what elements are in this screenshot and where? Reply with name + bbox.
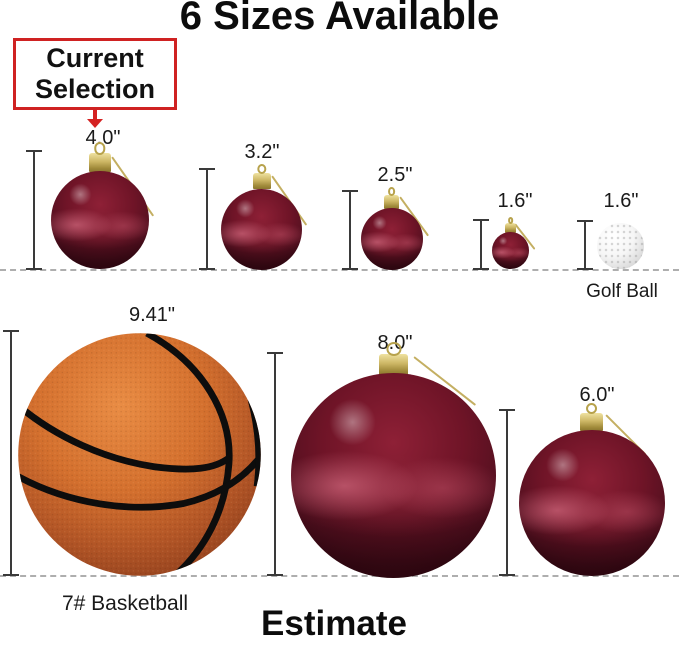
ornament-4in [51, 151, 155, 269]
baseline-dashed-top [0, 269, 679, 271]
current-selection-line1: Current [46, 43, 144, 73]
ornament-sphere [519, 430, 665, 576]
size-label-2.5in: 2.5" [377, 164, 413, 186]
ornament-1.6in [492, 221, 536, 269]
size-label-basketball: 9.41" [128, 304, 176, 326]
basketball [18, 333, 261, 576]
ornament-cap-icon [384, 195, 399, 209]
size-label-6in: 6.0" [579, 384, 615, 406]
size-label-1.6in: 1.6" [497, 190, 533, 212]
golf-ball [597, 223, 644, 269]
current-selection-box: Current Selection [13, 38, 177, 110]
size-label-4in: 4.0" [85, 127, 121, 149]
measure-line-basketball [3, 330, 19, 576]
estimate-label: Estimate [261, 604, 407, 643]
size-label-3.2in: 3.2" [244, 141, 280, 163]
ornament-8in [291, 352, 496, 578]
ornament-2.5in [361, 193, 430, 270]
measure-line-golf [577, 220, 593, 270]
ornament-sphere [51, 171, 149, 269]
basketball-caption: 7# Basketball [61, 592, 189, 615]
ornament-cap-icon [505, 223, 516, 233]
baseline-dashed-bottom [0, 575, 679, 577]
measure-line-2.5in [342, 190, 358, 270]
size-label-golf: 1.6" [603, 190, 639, 212]
ornament-3.2in [221, 171, 308, 270]
measure-line-3.2in [199, 168, 215, 270]
arrow-shaft [93, 110, 97, 120]
ornament-sphere [361, 208, 423, 270]
ornament-cap-icon [379, 354, 408, 375]
arrow-head [87, 119, 103, 128]
measure-line-4in [26, 150, 42, 270]
basketball-texture [18, 333, 261, 576]
ornament-cap-icon [580, 413, 603, 431]
page-title: 6 Sizes Available [179, 0, 500, 38]
measure-line-1.6in [473, 219, 489, 270]
ornament-cap-icon [253, 173, 271, 189]
ornament-sphere [221, 189, 302, 270]
ornament-sphere [492, 232, 529, 269]
selection-arrow-icon [87, 110, 103, 129]
ornament-cap-icon [89, 153, 111, 172]
measure-line-6in [499, 409, 515, 576]
golf-ball-caption: Golf Ball [586, 281, 658, 302]
current-selection-line2: Selection [34, 74, 156, 104]
ornament-6in [519, 411, 665, 576]
ornament-sphere [291, 373, 496, 578]
measure-line-8in [267, 352, 283, 576]
